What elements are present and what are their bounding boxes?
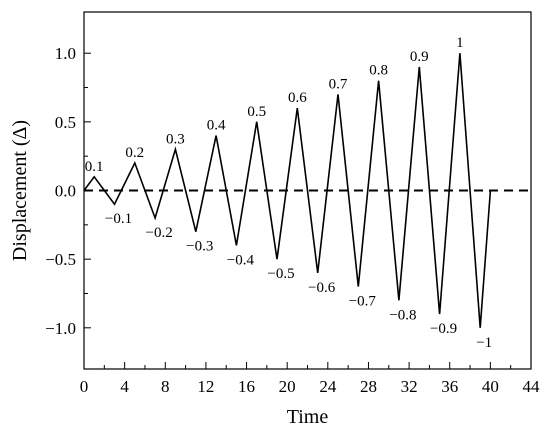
y-tick-label: 1.0 xyxy=(55,44,76,63)
y-tick-label: −0.5 xyxy=(45,250,76,269)
x-tick-label: 20 xyxy=(279,377,296,396)
peak-label: 0.3 xyxy=(166,131,185,147)
peak-label: 0.7 xyxy=(329,76,348,92)
y-axis-label: Displacement (Δ) xyxy=(9,120,31,261)
peak-label: −0.5 xyxy=(267,266,294,282)
x-tick-label: 44 xyxy=(523,377,541,396)
peak-label: −1 xyxy=(476,335,492,351)
x-tick-label: 16 xyxy=(238,377,255,396)
peak-label: −0.6 xyxy=(308,280,336,296)
peak-label: −0.7 xyxy=(349,294,377,310)
displacement-series-line xyxy=(83,53,492,328)
x-tick-label: 28 xyxy=(360,377,377,396)
peak-label: −0.3 xyxy=(186,239,213,255)
peak-label: 1 xyxy=(456,35,464,51)
x-tick-label: 40 xyxy=(482,377,499,396)
y-tick-label: −1.0 xyxy=(45,319,76,338)
x-tick-label: 12 xyxy=(197,377,214,396)
peak-label: −0.2 xyxy=(146,225,173,241)
x-axis-label: Time xyxy=(287,406,329,428)
peak-label: −0.1 xyxy=(105,211,132,227)
x-tick-label: 0 xyxy=(80,377,89,396)
peak-label: −0.8 xyxy=(389,307,416,323)
peak-label: 0.8 xyxy=(369,63,388,79)
peak-label: 0.9 xyxy=(410,49,429,65)
x-tick-label: 8 xyxy=(161,377,170,396)
y-tick-label: 0.0 xyxy=(55,182,76,201)
x-tick-label: 4 xyxy=(120,377,129,396)
chart-marks: 0 4 8 12 16 20 24 28 32 36 40 44 −1.0 −0.5 0.0 0.5 1.0 0.… xyxy=(45,11,541,396)
y-tick-label: 0.5 xyxy=(55,113,76,132)
peak-label: 0.1 xyxy=(85,159,104,175)
peak-label: −0.9 xyxy=(430,321,457,337)
x-tick-label: 24 xyxy=(319,377,337,396)
peak-label: −0.4 xyxy=(227,252,255,268)
peak-label: 0.5 xyxy=(247,104,266,120)
x-tick-label: 32 xyxy=(401,377,418,396)
x-tick-label: 36 xyxy=(441,377,458,396)
peak-label: 0.6 xyxy=(288,90,307,106)
peak-label: 0.4 xyxy=(207,118,226,134)
peak-label: 0.2 xyxy=(125,145,144,161)
